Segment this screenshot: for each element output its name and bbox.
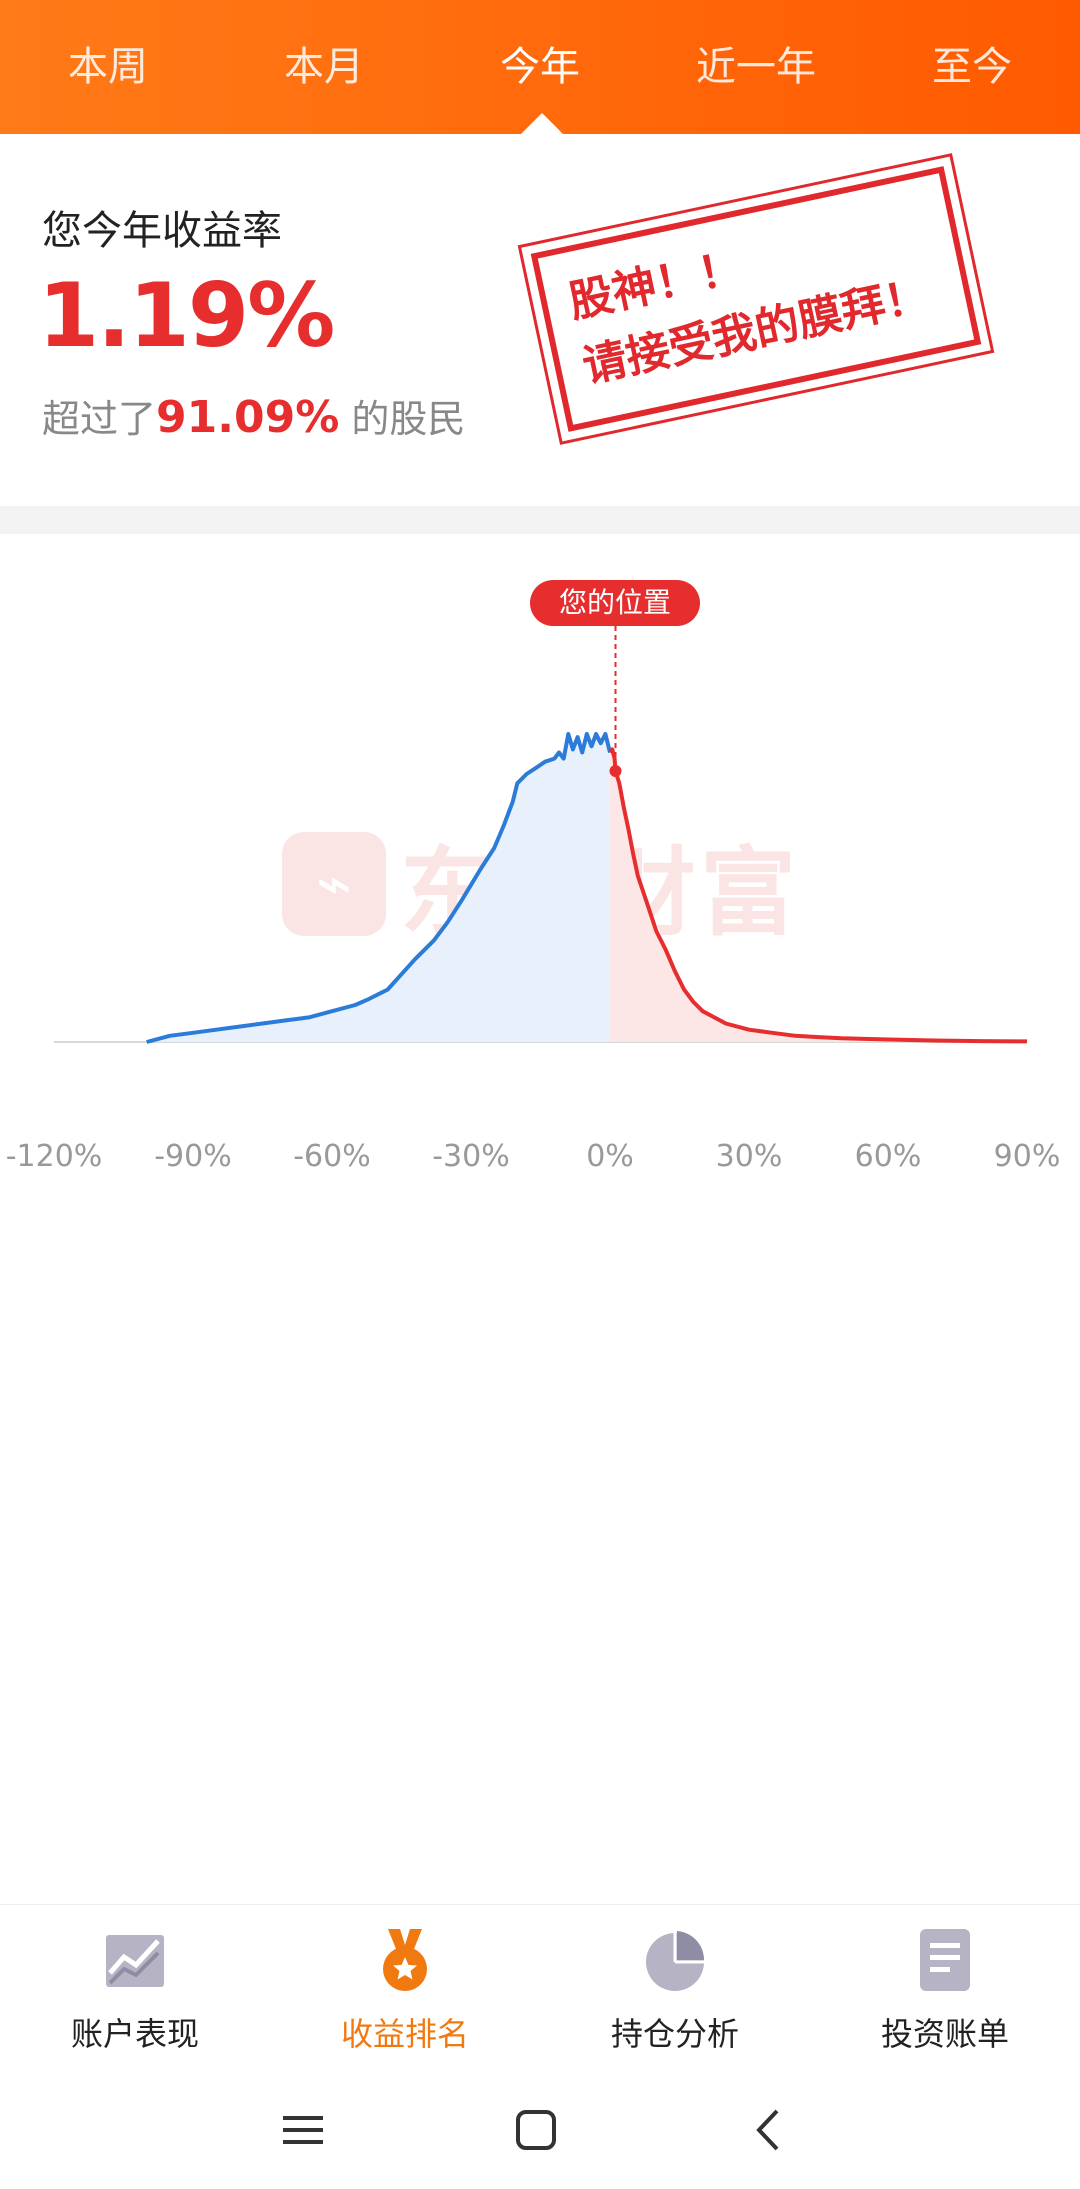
beat-percentage: 91.09% bbox=[156, 392, 340, 443]
nav-account-performance[interactable]: 账户表现 bbox=[0, 1905, 270, 2070]
x-tick-label: -90% bbox=[154, 1139, 232, 1174]
nav-label: 收益排名 bbox=[340, 2015, 469, 2053]
section-divider bbox=[0, 506, 1080, 534]
return-summary: 您今年收益率 1.19% 超过了91.09% 的股民 股神！！ 请接受我的膜拜！ bbox=[0, 134, 1080, 506]
your-position-label: 您的位置 bbox=[530, 580, 700, 626]
nav-holdings-analysis[interactable]: 持仓分析 bbox=[540, 1905, 810, 2070]
period-tab-bar: 本周 本月 今年 近一年 至今 bbox=[0, 0, 1080, 134]
active-tab-indicator bbox=[521, 113, 563, 134]
nav-label: 投资账单 bbox=[880, 2015, 1009, 2053]
x-tick-label: 0% bbox=[586, 1139, 634, 1174]
series-line-below bbox=[146, 732, 612, 1044]
nav-label: 持仓分析 bbox=[610, 2015, 739, 2053]
tab-this-year[interactable]: 今年 bbox=[500, 44, 580, 90]
nav-investment-statement[interactable]: 投资账单 bbox=[810, 1905, 1080, 2070]
tab-this-month[interactable]: 本月 bbox=[284, 44, 364, 90]
return-distribution-chart: ⌁ 东方财富 -120%-90%-60%-30%0%30%60%90% 您的位置 bbox=[0, 534, 1080, 1234]
tab-all-time[interactable]: 至今 bbox=[932, 44, 1012, 90]
x-tick-label: -30% bbox=[432, 1139, 510, 1174]
return-rate-value: 1.19% bbox=[38, 264, 335, 367]
area-below-user bbox=[146, 734, 610, 1042]
tab-last-year[interactable]: 近一年 bbox=[696, 44, 816, 90]
x-tick-label: 90% bbox=[994, 1139, 1061, 1174]
x-tick-label: -120% bbox=[6, 1139, 103, 1174]
trend-chart-icon bbox=[106, 1935, 164, 1987]
medal-icon bbox=[383, 1929, 427, 1991]
brand-logo-icon: ⌁ bbox=[282, 832, 386, 936]
pie-chart-icon bbox=[646, 1931, 705, 1991]
bottom-nav: 账户表现 收益排名 持仓分析 投资账单 bbox=[0, 1904, 1080, 2070]
system-navigation-bar bbox=[0, 2069, 1080, 2189]
home-icon[interactable] bbox=[503, 2097, 569, 2163]
praise-stamp: 股神！！ 请接受我的膜拜！ bbox=[518, 150, 994, 448]
x-tick-label: -60% bbox=[293, 1139, 371, 1174]
position-marker-dot bbox=[609, 764, 622, 777]
beat-prefix: 超过了 bbox=[42, 397, 157, 441]
document-icon bbox=[920, 1929, 970, 1991]
nav-return-ranking[interactable]: 收益排名 bbox=[270, 1905, 540, 2070]
back-icon[interactable] bbox=[737, 2097, 803, 2163]
beat-suffix: 的股民 bbox=[339, 397, 466, 441]
x-tick-label: 30% bbox=[716, 1139, 783, 1174]
menu-icon[interactable] bbox=[270, 2097, 336, 2163]
beat-percentile-text: 超过了91.09% 的股民 bbox=[42, 388, 465, 443]
chart-svg: -120% -90% -60% -30% 0% 30% 60% 90% bbox=[6, 626, 1061, 1174]
area-above-user bbox=[610, 749, 1027, 1042]
tab-this-week[interactable]: 本周 bbox=[68, 44, 148, 90]
series-line-above bbox=[608, 747, 1028, 1044]
nav-label: 账户表现 bbox=[70, 2015, 199, 2053]
x-tick-label: 60% bbox=[855, 1139, 922, 1174]
return-rate-label: 您今年收益率 bbox=[42, 208, 282, 254]
